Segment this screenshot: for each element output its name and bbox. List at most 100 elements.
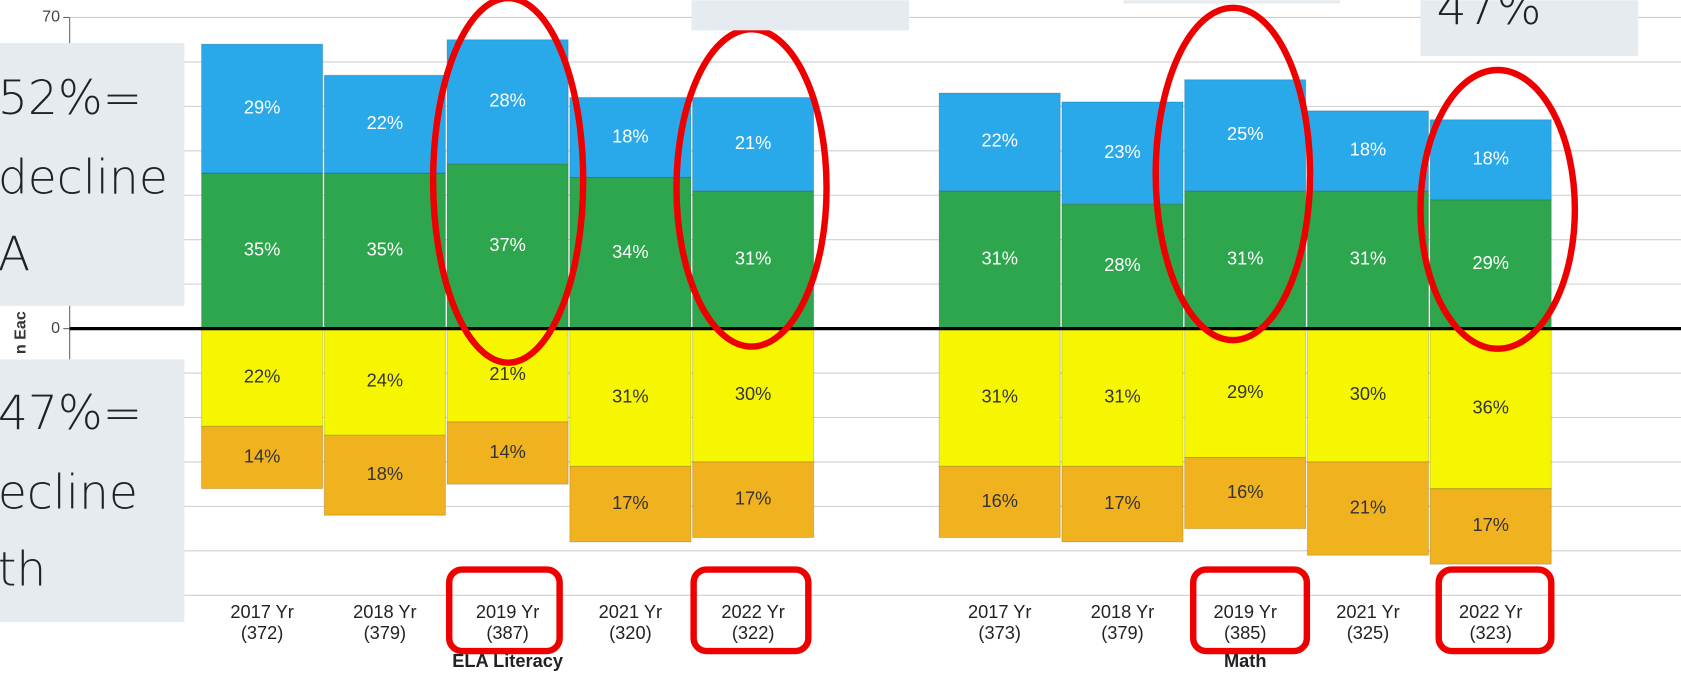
value-label: 23%: [1104, 142, 1140, 162]
value-label: 31%: [1350, 249, 1386, 269]
value-label: 25%: [1227, 124, 1263, 144]
value-label: 14%: [489, 442, 525, 462]
bar-segment: [446, 328, 569, 423]
highlight-ellipse: [1152, 4, 1314, 344]
value-label: 21%: [735, 133, 771, 153]
bar-segment: [569, 328, 692, 467]
callout-text: 52%=: [0, 71, 142, 126]
y-tick-label: 70: [42, 8, 60, 26]
x-tick-label-line: (387): [486, 623, 529, 643]
x-tick-label: 2017 Yr (372): [230, 602, 293, 643]
x-tick-label: 2021 Yr (320): [599, 602, 662, 643]
callout-box: [0, 359, 185, 623]
highlight-box: [1435, 566, 1555, 655]
value-label: 28%: [489, 91, 525, 111]
bar-segment: [569, 465, 692, 543]
bar-segment: [1061, 328, 1184, 467]
value-label: 31%: [612, 386, 648, 406]
value-label: 22%: [367, 113, 403, 133]
bar-segment: [1061, 203, 1184, 330]
bar-segment: [201, 43, 324, 174]
value-label: 18%: [1350, 140, 1386, 160]
x-tick-label-line: (379): [364, 623, 407, 643]
bar-segment: [1184, 79, 1307, 192]
value-label: 16%: [1227, 482, 1263, 502]
x-tick-label-line: (372): [241, 623, 284, 643]
highlight-ellipse: [429, 0, 587, 366]
x-tick-label: 2018 Yr (379): [1091, 602, 1154, 643]
x-tick-label-line: 2022 Yr: [721, 602, 784, 622]
bar-segment: [1429, 488, 1552, 565]
value-label: 22%: [981, 131, 1017, 151]
bar-segment: [446, 39, 569, 165]
value-label: 21%: [1350, 497, 1386, 517]
x-tick-label-line: 2021 Yr: [599, 602, 662, 622]
y-axis-label: n Eac: [12, 311, 30, 354]
x-tick-label-line: (323): [1469, 623, 1512, 643]
highlight-box: [445, 566, 563, 655]
callout-text: A: [0, 227, 30, 282]
callout-box: [1123, 0, 1341, 4]
bar-segment: [323, 172, 446, 330]
bars: 35% 29% 22% 14% 35% 22% 24% 18% 37% 28% 21% 14% 34% 1…: [201, 39, 1552, 565]
callouts: 47% 52%= decline A 47%= ecline th: [0, 0, 1639, 623]
bar-segment: [1306, 461, 1430, 556]
x-tick-label: 2019 Yr (387): [476, 602, 539, 643]
highlight-ellipse: [1417, 66, 1579, 352]
x-tick-label-line: 2017 Yr: [230, 602, 293, 622]
bar-segment: [323, 328, 446, 436]
callout-text: ecline: [0, 465, 138, 520]
bar-segment: [201, 172, 324, 330]
x-tick-label: 2019 Yr (385): [1213, 602, 1276, 643]
callout-text: 47%=: [0, 386, 142, 441]
bar-segment: [1429, 119, 1552, 201]
bar-segment: [1061, 465, 1184, 543]
x-tick-label-line: (325): [1347, 623, 1390, 643]
value-label: 28%: [1104, 255, 1140, 275]
value-label: 17%: [735, 489, 771, 509]
x-tick-label-line: (320): [609, 623, 652, 643]
callout-box: [0, 43, 185, 306]
value-label: 17%: [1104, 493, 1140, 513]
x-tick-label: 2022 Yr (323): [1459, 602, 1522, 643]
bar-segment: [1184, 456, 1307, 530]
bar-segment: [446, 421, 569, 485]
x-tick-label-line: (322): [732, 623, 775, 643]
value-label: 31%: [981, 386, 1017, 406]
value-label: 16%: [981, 491, 1017, 511]
value-label: 29%: [1472, 253, 1508, 273]
group-label: ELA Literacy: [452, 651, 564, 671]
callout-box: [1420, 0, 1639, 57]
value-label: 29%: [1227, 382, 1263, 402]
bar-segment: [1306, 190, 1430, 330]
bar-segment: [692, 461, 815, 539]
x-tick-label-line: 2019 Yr: [476, 602, 539, 622]
highlight-box: [690, 566, 812, 655]
value-label: 35%: [244, 240, 280, 260]
bar-segment: [201, 425, 324, 490]
value-label: 35%: [367, 240, 403, 260]
x-tick-label-line: (385): [1224, 623, 1267, 643]
bar-segment: [692, 328, 815, 463]
value-label: 14%: [244, 446, 280, 466]
x-tick-label-line: 2022 Yr: [1459, 602, 1522, 622]
x-tick-label: 2021 Yr (325): [1336, 602, 1399, 643]
value-label: 37%: [489, 235, 525, 255]
x-tick-label-line: 2018 Yr: [353, 602, 416, 622]
y-tick-label: 0: [51, 319, 60, 337]
value-label: 18%: [1472, 149, 1508, 169]
callout-box: [691, 0, 910, 31]
value-label: 21%: [489, 364, 525, 384]
x-tick-label: 2017 Yr (373): [968, 602, 1031, 643]
bar-segment: [938, 328, 1061, 467]
value-label: 31%: [735, 249, 771, 269]
value-label: 17%: [1472, 515, 1508, 535]
value-label: 18%: [367, 464, 403, 484]
bar-segment: [1184, 190, 1307, 330]
highlight-box: [1189, 566, 1311, 655]
value-label: 31%: [1104, 386, 1140, 406]
x-tick-label-line: (373): [978, 623, 1021, 643]
bar-segment: [1429, 328, 1552, 490]
value-label: 31%: [1227, 249, 1263, 269]
value-label: 34%: [612, 242, 648, 262]
